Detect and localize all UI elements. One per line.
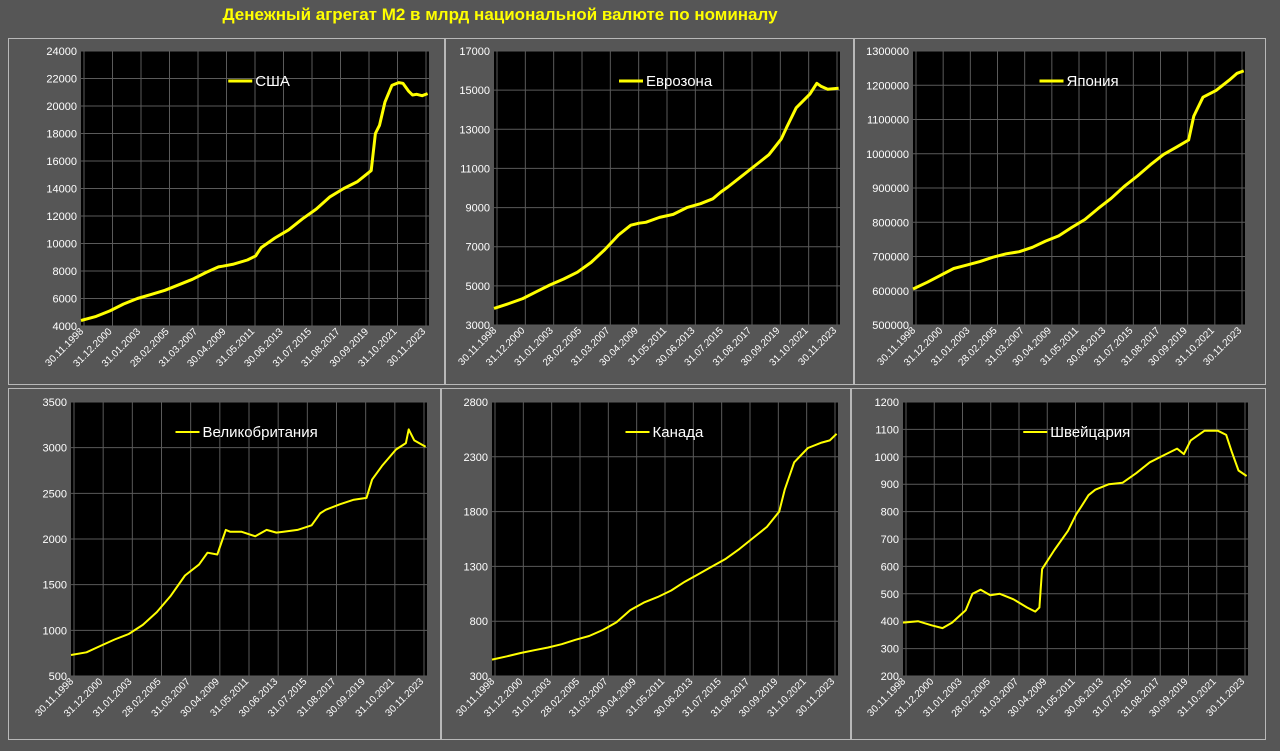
y-tick-label: 500 — [49, 671, 67, 683]
y-tick-label: 3000 — [43, 443, 67, 455]
y-tick-label: 900 — [881, 479, 899, 491]
y-tick-label: 1100000 — [867, 115, 909, 127]
y-tick-label: 11000 — [460, 163, 490, 175]
y-tick-label: 13000 — [459, 124, 490, 136]
chart-uk: 50010001500200025003000350030.11.199831.… — [33, 397, 427, 720]
y-tick-label: 1300 — [464, 561, 488, 573]
y-tick-label: 1800 — [464, 507, 488, 519]
y-tick-label: 24000 — [46, 46, 77, 58]
y-tick-label: 10000 — [46, 239, 77, 251]
chart-panel-eurozone: 3000 5000 7000 9000 11000 13000 15000 17000 30.1… — [445, 38, 854, 385]
chart-panel-canada: 300 800 1300 1800 2300 2800 30.11.1998 31.12.20… — [441, 388, 851, 740]
y-tick-label: 1300000 — [866, 46, 909, 58]
series-line-eurozone — [493, 81, 839, 310]
y-tick-label: 300 — [881, 644, 899, 656]
chart-eurozone: 30005000700090001100013000150001700030.1… — [456, 46, 840, 369]
legend-label: Еврозона — [646, 73, 713, 90]
y-tick-label: 500000 — [872, 320, 909, 332]
y-tick-label: 4000 — [53, 321, 77, 333]
y-tick-label: 600 — [881, 561, 899, 573]
chart-usa: 4000 6000 8000 10000 12000 14000 16000 18000 200… — [43, 46, 429, 370]
y-tick-label: 300 — [470, 671, 488, 683]
y-tick-label: 1000 — [43, 625, 67, 637]
chart-switzerland: 20030040050060070080090010001100120030.1… — [865, 397, 1248, 720]
y-tick-label: 1200 — [875, 397, 899, 409]
y-tick-label: 800 — [881, 507, 899, 519]
y-tick-label: 6000 — [53, 294, 77, 306]
y-tick-label: 1000 — [875, 452, 899, 464]
chart-panel-switzerland: 200 300 400 500 600 700 800 900 1000 1100 1200 30.1… — [851, 388, 1266, 740]
y-tick-label: 17000 — [459, 46, 490, 58]
y-tick-label: 7000 — [466, 242, 490, 254]
legend-label: Великобритания — [203, 424, 318, 441]
y-tick-label: 14000 — [46, 184, 77, 196]
y-tick-label: 200 — [881, 671, 899, 683]
chart-panel-usa: 4000 6000 8000 10000 12000 14000 16000 18000 200… — [8, 38, 445, 385]
y-tick-label: 800 — [470, 616, 488, 628]
legend-label: Япония — [1067, 73, 1119, 90]
chart-japan: 500000 600000 700000 800000 900000 1000000 110… — [866, 46, 1245, 369]
legend-label: Канада — [653, 424, 704, 441]
y-tick-label: 16000 — [46, 156, 77, 168]
y-tick-label: 2000 — [43, 534, 67, 546]
y-tick-label: 20000 — [46, 101, 77, 113]
series-line-canada — [491, 433, 838, 661]
y-tick-label: 8000 — [53, 266, 77, 278]
y-tick-label: 9000 — [466, 203, 490, 215]
y-tick-label: 400 — [881, 616, 899, 628]
y-tick-label: 2800 — [464, 397, 488, 409]
chart-canada: 300800130018002300280030.11.199831.12.20… — [454, 397, 838, 720]
series-line-uk — [70, 428, 427, 656]
y-tick-label: 15000 — [459, 85, 490, 97]
y-tick-label: 2300 — [464, 452, 488, 464]
y-tick-label: 700 — [881, 534, 899, 546]
y-tick-label: 2500 — [43, 488, 67, 500]
y-tick-label: 18000 — [46, 129, 77, 141]
y-tick-label: 1500 — [43, 580, 67, 592]
y-tick-label: 700000 — [872, 252, 909, 264]
page-title: Денежный агрегат М2 в млрд национальной … — [222, 5, 778, 24]
y-tick-label: 1200000 — [866, 80, 909, 92]
chart-panel-japan: 500000 600000 700000 800000 900000 1000000 110… — [854, 38, 1266, 385]
legend-label: Швейцария — [1050, 424, 1130, 441]
legend-label: США — [255, 73, 290, 90]
y-tick-label: 800000 — [872, 217, 909, 229]
series-line-usa — [80, 81, 429, 322]
y-tick-label: 3500 — [43, 397, 67, 409]
y-tick-label: 5000 — [466, 281, 490, 293]
y-tick-label: 1100 — [875, 424, 899, 436]
y-tick-label: 500 — [881, 589, 899, 601]
y-tick-label: 22000 — [46, 74, 77, 86]
y-tick-label: 1000000 — [866, 149, 909, 161]
series-line-switzerland — [902, 429, 1248, 630]
y-tick-label: 600000 — [872, 286, 909, 298]
chart-panel-uk: 500 1000 1500 2000 2500 3000 3500 30.11.1998 31.… — [8, 388, 441, 740]
series-line-japan — [912, 69, 1245, 291]
y-tick-label: 3000 — [466, 320, 490, 332]
y-tick-label: 900000 — [872, 183, 909, 195]
y-tick-label: 12000 — [46, 211, 77, 223]
